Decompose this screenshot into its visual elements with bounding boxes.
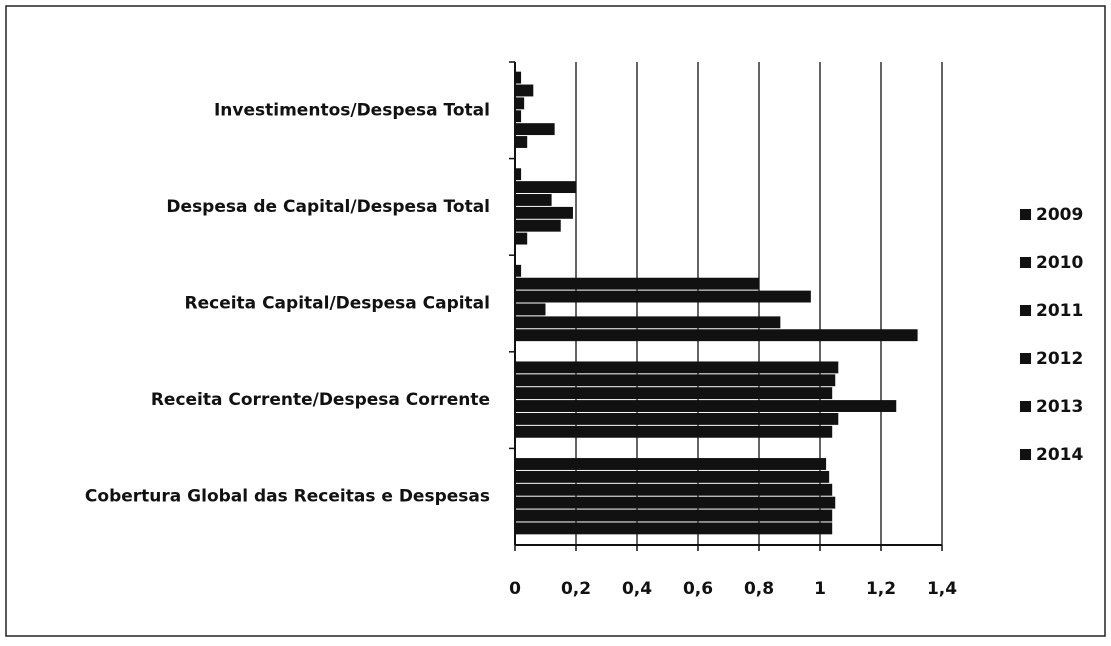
bar: [515, 110, 522, 123]
legend-swatch: [1020, 209, 1031, 220]
bar: [515, 374, 836, 387]
legend-swatch: [1020, 305, 1031, 316]
x-tick-label: 1: [814, 579, 826, 599]
bar: [515, 316, 781, 329]
bar: [515, 168, 522, 181]
bar: [515, 329, 918, 342]
bar: [515, 400, 897, 412]
bar: [515, 496, 836, 509]
legend-swatch: [1020, 401, 1031, 412]
bar: [515, 136, 528, 148]
bar: [515, 232, 528, 245]
x-tick-label: 0,4: [622, 579, 652, 599]
bar: [515, 470, 830, 483]
x-tick-label: 1,2: [866, 579, 896, 599]
legend-label: 2010: [1036, 253, 1083, 273]
bar: [515, 206, 573, 219]
legend-label: 2009: [1036, 205, 1083, 225]
legend-swatch: [1020, 257, 1031, 268]
bar: [515, 123, 555, 136]
chart-border: [5, 5, 1106, 637]
x-tick-label: 1,4: [927, 579, 957, 599]
bar: [515, 361, 839, 374]
legend-label: 2012: [1036, 349, 1083, 369]
bar: [515, 277, 759, 290]
bar: [515, 219, 561, 232]
bar: [515, 290, 811, 303]
legend-label: 2013: [1036, 397, 1083, 417]
bar: [515, 387, 833, 400]
legend-label: 2011: [1036, 301, 1083, 321]
bar: [515, 264, 522, 277]
bar: [515, 181, 576, 194]
x-tick-label: 0,8: [744, 579, 774, 599]
x-tick-label: 0,6: [683, 579, 713, 599]
y-tick-label: Receita Capital/Despesa Capital: [185, 294, 491, 314]
y-tick-label: Investimentos/Despesa Total: [214, 100, 490, 120]
y-tick-label: Despesa de Capital/Despesa Total: [166, 197, 490, 217]
bar: [515, 509, 833, 522]
bar: [515, 303, 546, 316]
legend-swatch: [1020, 449, 1031, 460]
legend-label: 2014: [1036, 445, 1083, 465]
bar: [515, 194, 552, 206]
bar: [515, 425, 833, 438]
x-tick-label: 0,2: [561, 579, 591, 599]
bar: [515, 84, 534, 97]
bar: [515, 522, 833, 535]
bar: [515, 97, 525, 110]
legend-swatch: [1020, 353, 1031, 364]
bar: [515, 412, 839, 425]
bar: [515, 458, 827, 470]
y-tick-label: Receita Corrente/Despesa Corrente: [151, 390, 490, 410]
bar: [515, 71, 522, 84]
bar: [515, 483, 833, 496]
x-tick-label: 0: [509, 579, 521, 599]
y-tick-label: Cobertura Global das Receitas e Despesas: [85, 487, 490, 507]
